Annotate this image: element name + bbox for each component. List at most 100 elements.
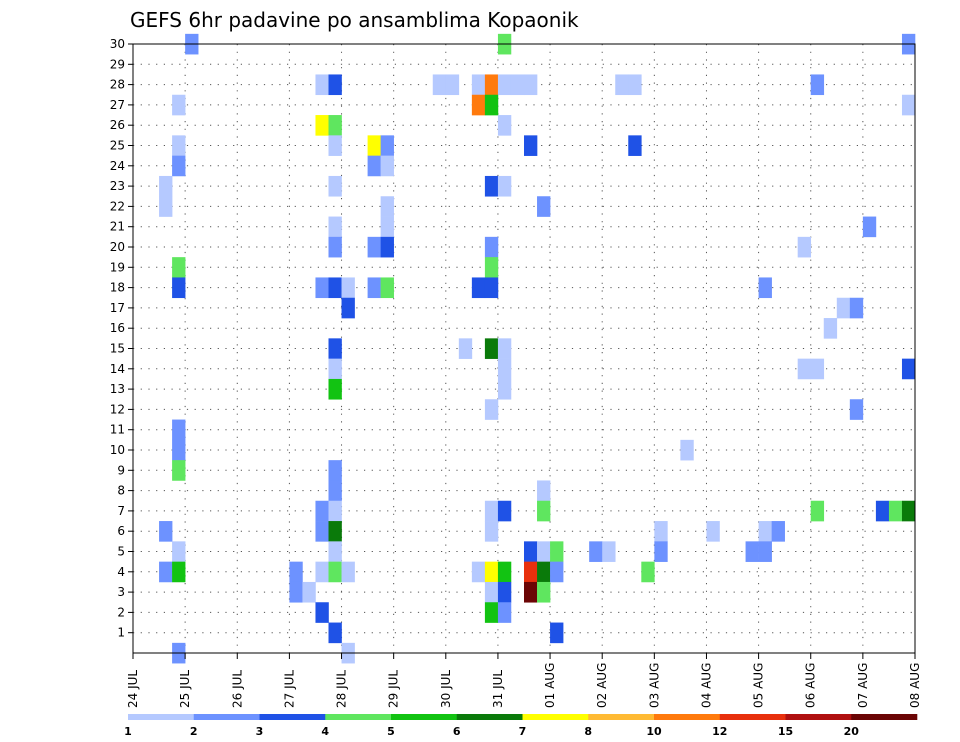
y-tick-label: 30 (110, 37, 125, 51)
heatmap-cell (654, 541, 668, 562)
x-tick-label: 08 AUG (908, 663, 922, 708)
colorbar-segment (193, 714, 260, 720)
heatmap-cell (484, 338, 499, 359)
heatmap-cell (328, 460, 342, 481)
colorbar-segment (259, 714, 326, 720)
heatmap-cell (172, 561, 186, 583)
heatmap-cell (367, 135, 381, 156)
heatmap-cell (484, 277, 499, 299)
heatmap-cell (159, 196, 173, 217)
heatmap-cell (524, 135, 538, 156)
heatmap-cell (810, 74, 825, 96)
heatmap-cell (432, 74, 447, 96)
heatmap-cell (445, 74, 460, 96)
heatmap-cell (810, 500, 825, 522)
y-tick-label: 21 (110, 220, 125, 234)
heatmap-cell (289, 581, 303, 603)
y-tick-label: 7 (117, 504, 125, 518)
heatmap-cell (537, 561, 551, 583)
heatmap-cell (497, 358, 512, 380)
y-tick-label: 3 (117, 585, 125, 599)
y-tick-label: 24 (110, 159, 125, 173)
x-tick-label: 03 AUG (647, 663, 661, 708)
x-tick-label: 05 AUG (752, 663, 766, 708)
y-tick-label: 5 (117, 545, 125, 559)
heatmap-cell (706, 521, 720, 542)
x-tick-label: 26 JUL (230, 670, 244, 708)
heatmap-cell (328, 175, 342, 197)
colorbar-segment (456, 714, 523, 720)
x-tick-label: 27 JUL (282, 670, 296, 708)
heatmap-cell (159, 561, 173, 583)
heatmap-cell (315, 521, 329, 542)
y-tick-label: 29 (110, 57, 125, 71)
heatmap-cell (315, 115, 329, 136)
heatmap-cell (484, 399, 499, 420)
heatmap-cell (328, 236, 342, 258)
y-tick-label: 11 (110, 423, 125, 437)
heatmap-cell (550, 622, 564, 644)
colorbar-label: 7 (519, 725, 527, 738)
heatmap-cell (758, 521, 772, 542)
heatmap-cell (380, 135, 394, 156)
heatmap-cell (484, 236, 499, 258)
heatmap-cell (497, 602, 512, 623)
chart-title: GEFS 6hr padavine po ansamblima Kopaonik (130, 8, 579, 32)
heatmap-cell (484, 500, 499, 522)
colorbar-label: 1 (124, 725, 132, 738)
colorbar-segment (588, 714, 655, 720)
heatmap-cell (328, 500, 342, 522)
heatmap-cell (315, 277, 329, 299)
heatmap-cell (628, 74, 642, 96)
heatmap-cell (537, 541, 551, 562)
heatmap-cell (849, 399, 864, 420)
colorbar-segment (654, 714, 721, 720)
heatmap-cell (380, 236, 394, 258)
y-tick-label: 13 (110, 382, 125, 396)
heatmap-cell (172, 135, 186, 156)
heatmap-cell (471, 94, 486, 116)
x-tick-label: 25 JUL (178, 670, 192, 708)
heatmap-cell (172, 460, 186, 481)
heatmap-cell (302, 581, 316, 603)
heatmap-cell (367, 236, 381, 258)
heatmap-cell (328, 115, 342, 136)
heatmap-cell (328, 378, 342, 400)
heatmap-cell (771, 521, 785, 542)
heatmap-cell (537, 581, 551, 603)
heatmap-cell (367, 155, 381, 177)
heatmap-cell (862, 216, 877, 238)
heatmap-cell (471, 277, 486, 299)
heatmap-cell (497, 561, 512, 583)
heatmap-cell (315, 500, 329, 522)
heatmap-cell (497, 175, 512, 197)
heatmap-cells (159, 33, 916, 664)
heatmap-cell (758, 541, 772, 562)
heatmap-cell (497, 115, 512, 136)
heatmap-cell (471, 561, 486, 583)
heatmap-cell (497, 338, 512, 359)
y-tick-label: 25 (110, 139, 125, 153)
heatmap-cell (810, 358, 825, 380)
heatmap-cell (550, 561, 564, 583)
y-axis: 1234567891011121314151617181920212223242… (110, 37, 133, 640)
colorbar-segment (128, 714, 195, 720)
heatmap-cell (328, 541, 342, 562)
x-axis: 24 JUL 25 JUL 26 JUL 27 JUL 28 JUL 29 JUL 30 J… (126, 653, 922, 708)
heatmap-cell (524, 541, 538, 562)
heatmap-cell (497, 74, 512, 96)
heatmap-cell (888, 500, 903, 522)
heatmap-cell (328, 561, 342, 583)
heatmap-cell (328, 135, 342, 156)
heatmap-cell (680, 439, 694, 461)
x-tick-label: 06 AUG (804, 663, 818, 708)
colorbar-label: 5 (387, 725, 395, 738)
heatmap-cell (484, 561, 499, 583)
heatmap-cell (315, 561, 329, 583)
y-tick-label: 28 (110, 78, 125, 92)
heatmap-cell (849, 297, 864, 319)
heatmap-cell (524, 74, 538, 96)
heatmap-cell (380, 216, 394, 238)
heatmap-cell (458, 338, 473, 359)
heatmap-cell (341, 297, 355, 319)
